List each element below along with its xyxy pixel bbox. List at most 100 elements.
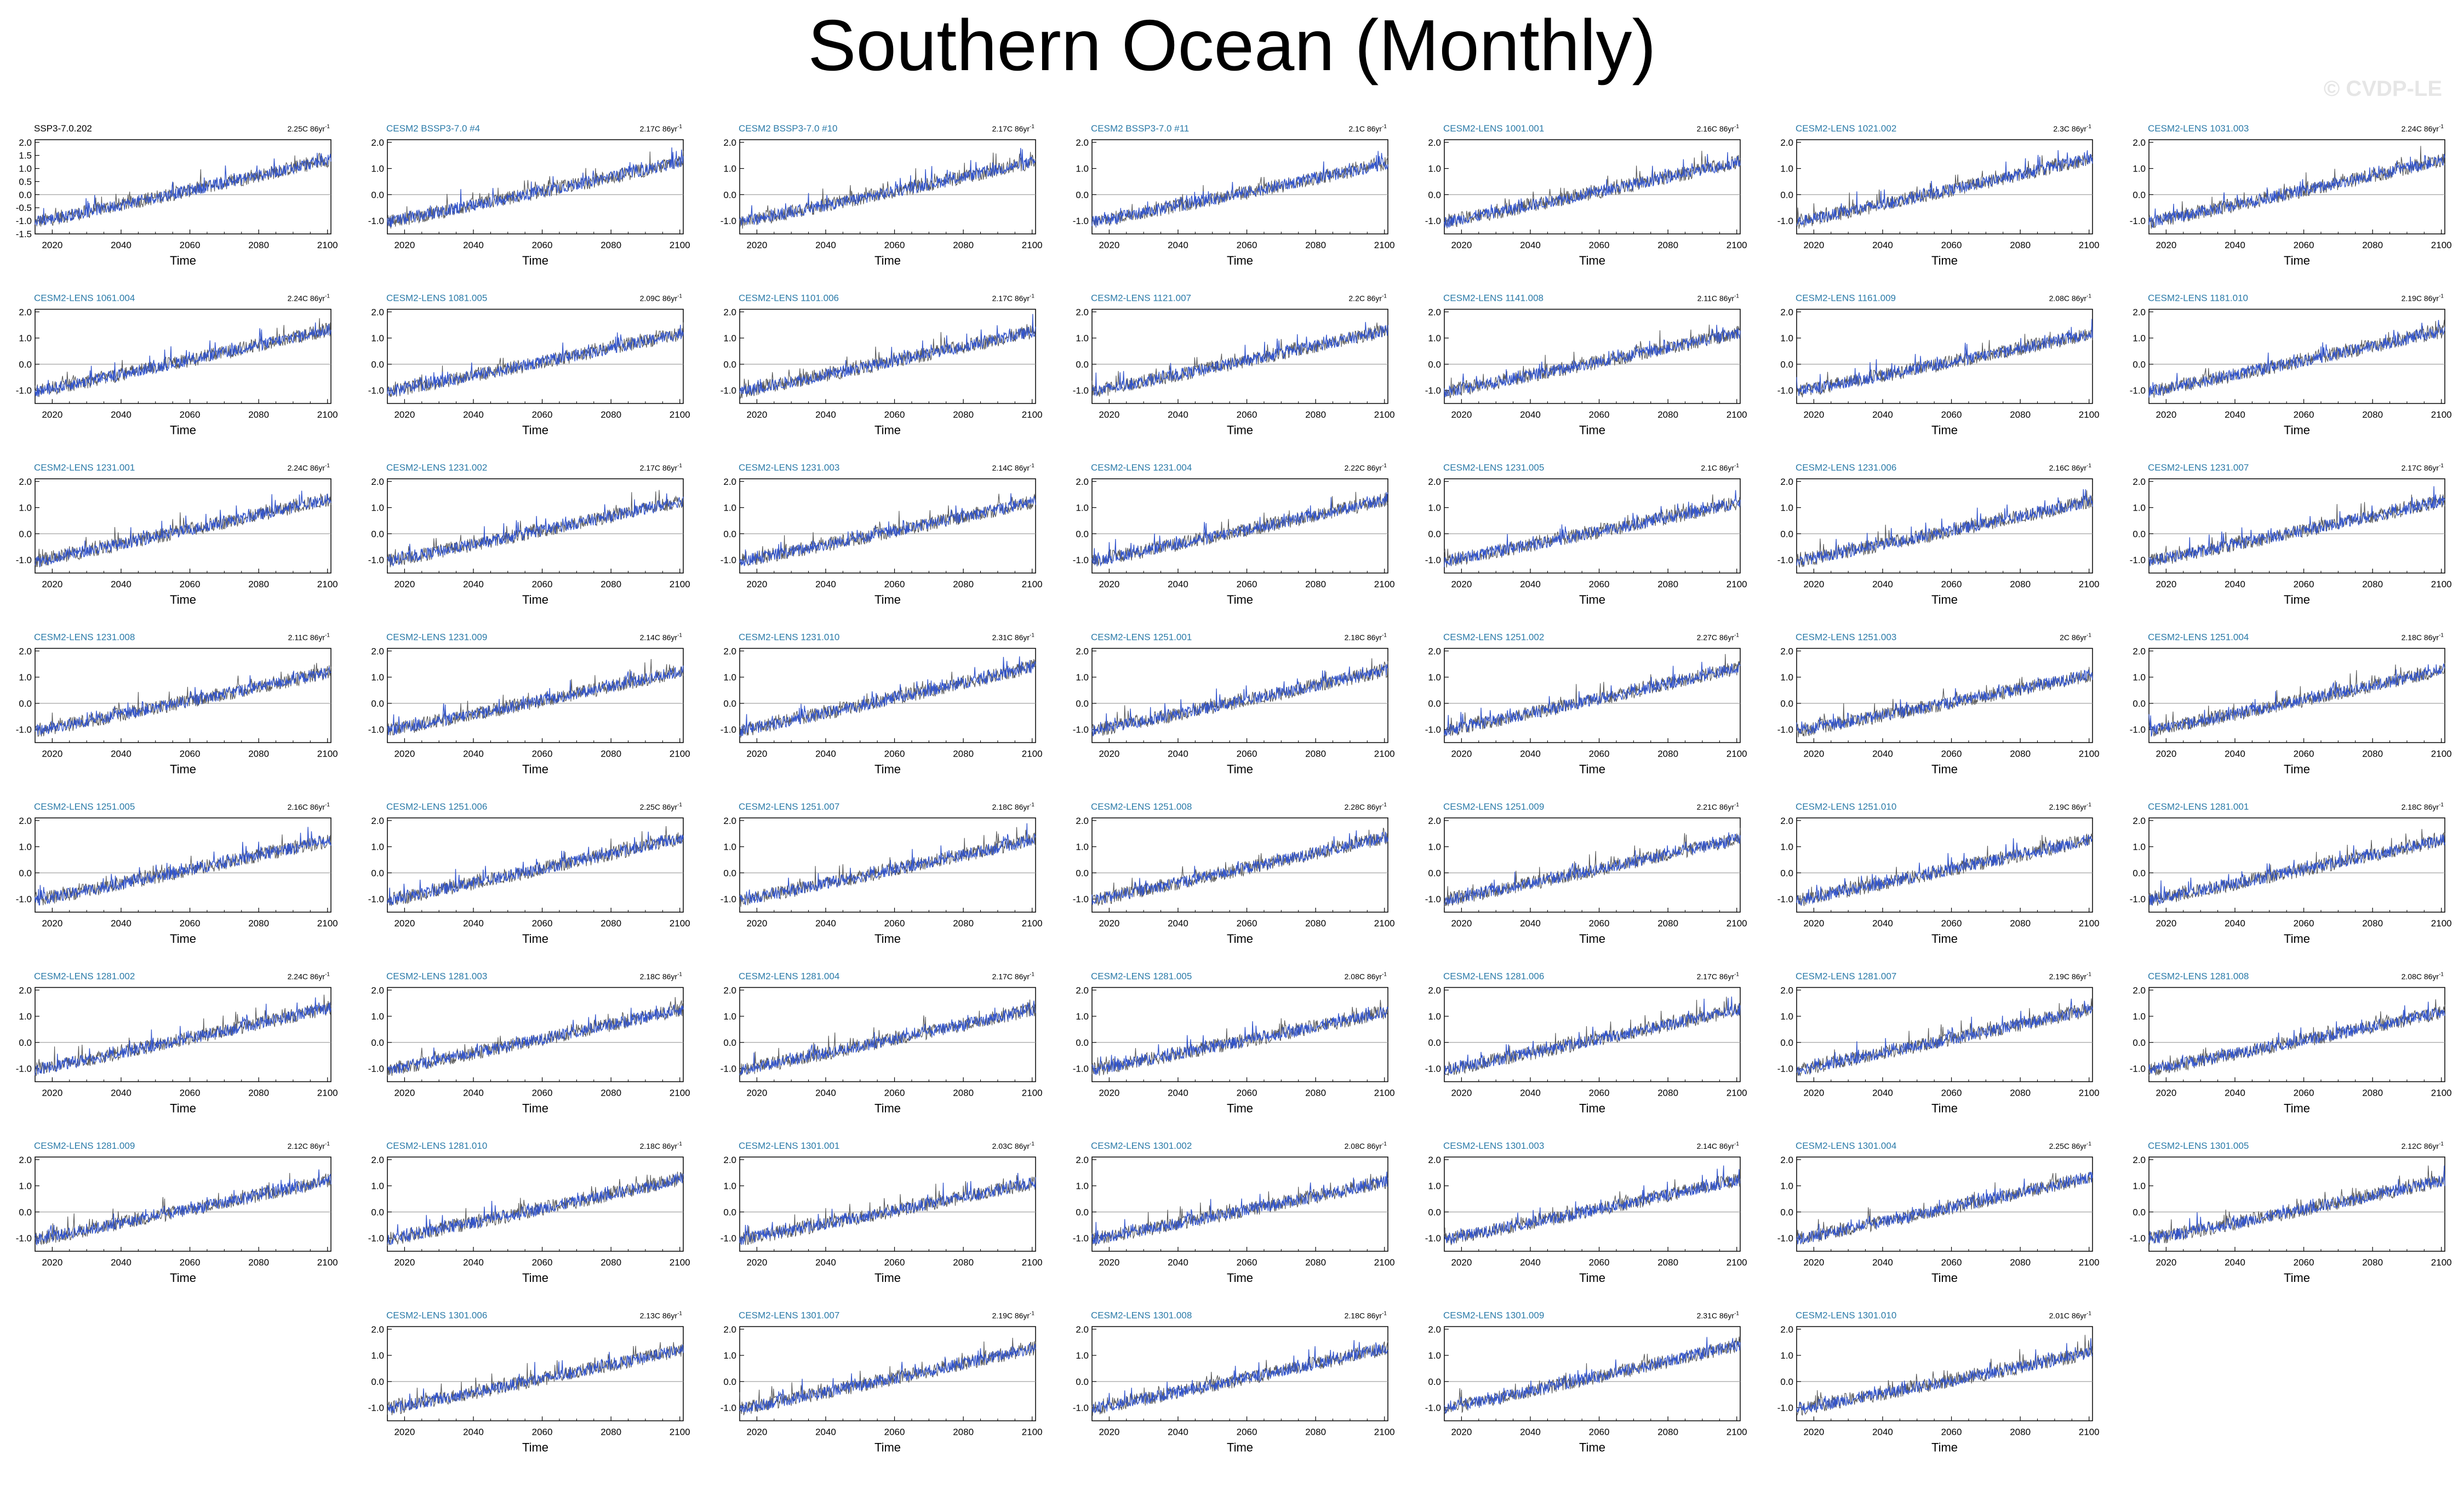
trend-label: 2.18C 86yr-1 [1345, 1311, 1387, 1320]
x-axis-title: Time [1227, 1271, 1253, 1285]
x-axis-title: Time [1931, 1102, 1958, 1115]
plot-frame [1796, 817, 2093, 913]
x-tick-label: 2060 [532, 410, 553, 420]
x-tick-label: 2080 [1657, 240, 1678, 250]
trend-label: 2.19C 86yr-1 [2049, 972, 2092, 981]
y-tick-label: 2.0 [723, 138, 736, 148]
y-tick-label: -1.0 [16, 386, 32, 396]
x-tick-label: 2100 [670, 410, 690, 420]
x-tick-label: 2080 [1657, 579, 1678, 589]
trend-label: 2.18C 86yr-1 [1345, 633, 1387, 642]
x-tick-label: 2020 [1451, 1257, 1472, 1268]
x-tick-label: 2100 [670, 918, 690, 929]
y-tick-label: 1.0 [1780, 1181, 1793, 1192]
x-tick-label: 2040 [1872, 1257, 1893, 1268]
member-series-line [1444, 997, 1741, 1075]
trend-label: 2.08C 86yr-1 [2049, 294, 2092, 303]
x-tick-label: 2020 [42, 918, 62, 929]
x-axis-title: Time [1579, 1271, 1605, 1285]
y-tick-label: 0.0 [371, 359, 384, 370]
trend-label: 2.12C 86yr-1 [2402, 1141, 2444, 1150]
member-series-line [387, 1173, 684, 1246]
panel-10: CESM2-LENS 1121.007 2.2C 86yr-1 2.0 1.0 0.0 -… [1073, 293, 1395, 437]
panel-label: CESM2-LENS 1021.002 [1796, 123, 1896, 134]
reference-series-line [2148, 319, 2445, 398]
panel-12: CESM2-LENS 1161.009 2.08C 86yr-1 2.0 1.0 0.0… [1777, 293, 2100, 437]
x-tick-label: 2080 [248, 410, 269, 420]
trend-label: 2.16C 86yr-1 [288, 802, 330, 811]
x-tick-label: 2080 [248, 1257, 269, 1268]
x-tick-label: 2100 [2079, 240, 2100, 250]
trend-label: 2.2C 86yr-1 [1348, 294, 1387, 303]
x-tick-label: 2080 [1305, 918, 1326, 929]
reference-series-line [1091, 322, 1388, 397]
y-tick-label: -1.0 [1425, 1064, 1441, 1074]
x-tick-label: 2060 [1589, 749, 1610, 759]
reference-series-line [1444, 324, 1741, 399]
member-series-line [2148, 834, 2445, 906]
reference-series-line [387, 658, 684, 736]
x-tick-label: 2080 [953, 240, 974, 250]
y-tick-label: 2.0 [1076, 1155, 1089, 1165]
y-tick-label: -0.5 [16, 203, 32, 213]
y-tick-label: 1.0 [1428, 672, 1441, 683]
member-series-line [2148, 1165, 2445, 1244]
y-tick-label: -1.0 [1777, 216, 1793, 226]
y-tick-label: -1.0 [1777, 1403, 1793, 1413]
x-tick-label: 2020 [746, 410, 767, 420]
panel-label: SSP3-7.0.202 [34, 123, 92, 134]
plot-frame [387, 478, 684, 574]
y-tick-label: 1.0 [2133, 842, 2146, 852]
x-tick-label: 2080 [601, 1088, 621, 1098]
x-axis-title: Time [1579, 593, 1605, 606]
panel-38: CESM2-LENS 1281.005 2.08C 86yr-1 2.0 1.0 0.0… [1073, 971, 1395, 1115]
y-tick-label: 0.0 [1076, 190, 1089, 200]
trend-label: 2.24C 86yr-1 [288, 972, 330, 981]
x-tick-label: 2020 [42, 1088, 62, 1098]
x-tick-label: 2040 [1168, 1427, 1188, 1438]
x-tick-label: 2100 [1374, 1427, 1395, 1438]
panel-5: CESM2-LENS 1021.002 2.3C 86yr-1 2.0 1.0 0.0 -… [1777, 123, 2100, 267]
panel-label: CESM2-LENS 1301.008 [1091, 1310, 1192, 1321]
panel-label: CESM2-LENS 1251.003 [1796, 632, 1896, 643]
y-tick-label: -1.0 [721, 894, 736, 904]
y-tick-label: 2.0 [2133, 646, 2146, 656]
x-tick-label: 2080 [2010, 1257, 2031, 1268]
x-tick-label: 2020 [1099, 918, 1119, 929]
x-axis-title: Time [2284, 932, 2310, 946]
trend-label: 2.1C 86yr-1 [1701, 463, 1739, 472]
panel-label: CESM2-LENS 1301.001 [739, 1141, 839, 1151]
y-tick-label: 2.0 [1076, 816, 1089, 826]
panel-25: CESM2-LENS 1251.002 2.27C 86yr-1 2.0 1.0 0.0… [1425, 632, 1747, 776]
panel-29: CESM2-LENS 1251.006 2.25C 86yr-1 2.0 1.0 0.0… [368, 801, 690, 946]
x-tick-label: 2040 [111, 410, 132, 420]
x-tick-label: 2040 [2225, 240, 2245, 250]
x-tick-label: 2040 [1168, 410, 1188, 420]
plot-frame [1444, 817, 1741, 913]
y-tick-label: -1.0 [1777, 1233, 1793, 1244]
x-tick-label: 2080 [2010, 1427, 2031, 1438]
trend-label: 2.18C 86yr-1 [2402, 633, 2444, 642]
plot-frame [387, 308, 684, 404]
y-tick-label: 2.0 [1428, 1324, 1441, 1335]
y-tick-label: 1.0 [19, 842, 32, 852]
plot-frame [387, 648, 684, 743]
y-tick-label: 2.0 [2133, 477, 2146, 487]
x-tick-label: 2060 [884, 579, 905, 589]
y-tick-label: -1.0 [16, 1064, 32, 1074]
y-tick-label: 0.0 [723, 868, 736, 878]
reference-series-line [1091, 1000, 1388, 1076]
x-tick-label: 2060 [1237, 1427, 1257, 1438]
y-tick-label: 2.0 [1076, 477, 1089, 487]
member-series-line [1444, 832, 1741, 905]
x-tick-label: 2080 [2362, 1088, 2383, 1098]
y-tick-label: 2.0 [19, 138, 32, 148]
reference-series-line [387, 151, 684, 229]
panel-label: CESM2-LENS 1301.003 [1443, 1141, 1544, 1151]
x-tick-label: 2020 [746, 918, 767, 929]
y-tick-label: 2.0 [371, 138, 384, 148]
y-tick-label: -1.0 [1425, 1403, 1441, 1413]
y-tick-label: 1.0 [1780, 1350, 1793, 1361]
x-tick-label: 2020 [1451, 1088, 1472, 1098]
x-tick-label: 2020 [1099, 1257, 1119, 1268]
